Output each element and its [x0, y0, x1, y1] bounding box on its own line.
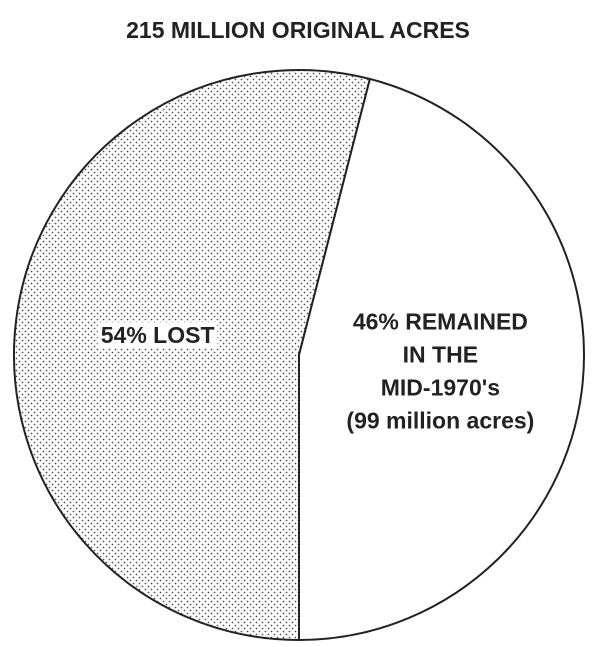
label-background [97, 322, 218, 349]
slice-label-line: 54% LOST [101, 322, 215, 348]
label-background [343, 407, 538, 434]
chart-title: 215 MILLION ORIGINAL ACRES [126, 17, 470, 43]
slice-label: 46% REMAINED IN THE MID-1970's (99 million … [343, 308, 538, 434]
slice-label-line: (99 million acres) [346, 407, 534, 433]
slice-label-line: MID-1970's [381, 374, 500, 400]
label-background [349, 308, 531, 335]
label-background [399, 341, 482, 368]
slice-label-line: 46% REMAINED [353, 308, 528, 334]
label-background [377, 374, 504, 401]
slice-label-line: IN THE [403, 341, 478, 367]
pie-slice [13, 69, 372, 642]
slice-label: 54% LOST [97, 322, 218, 349]
